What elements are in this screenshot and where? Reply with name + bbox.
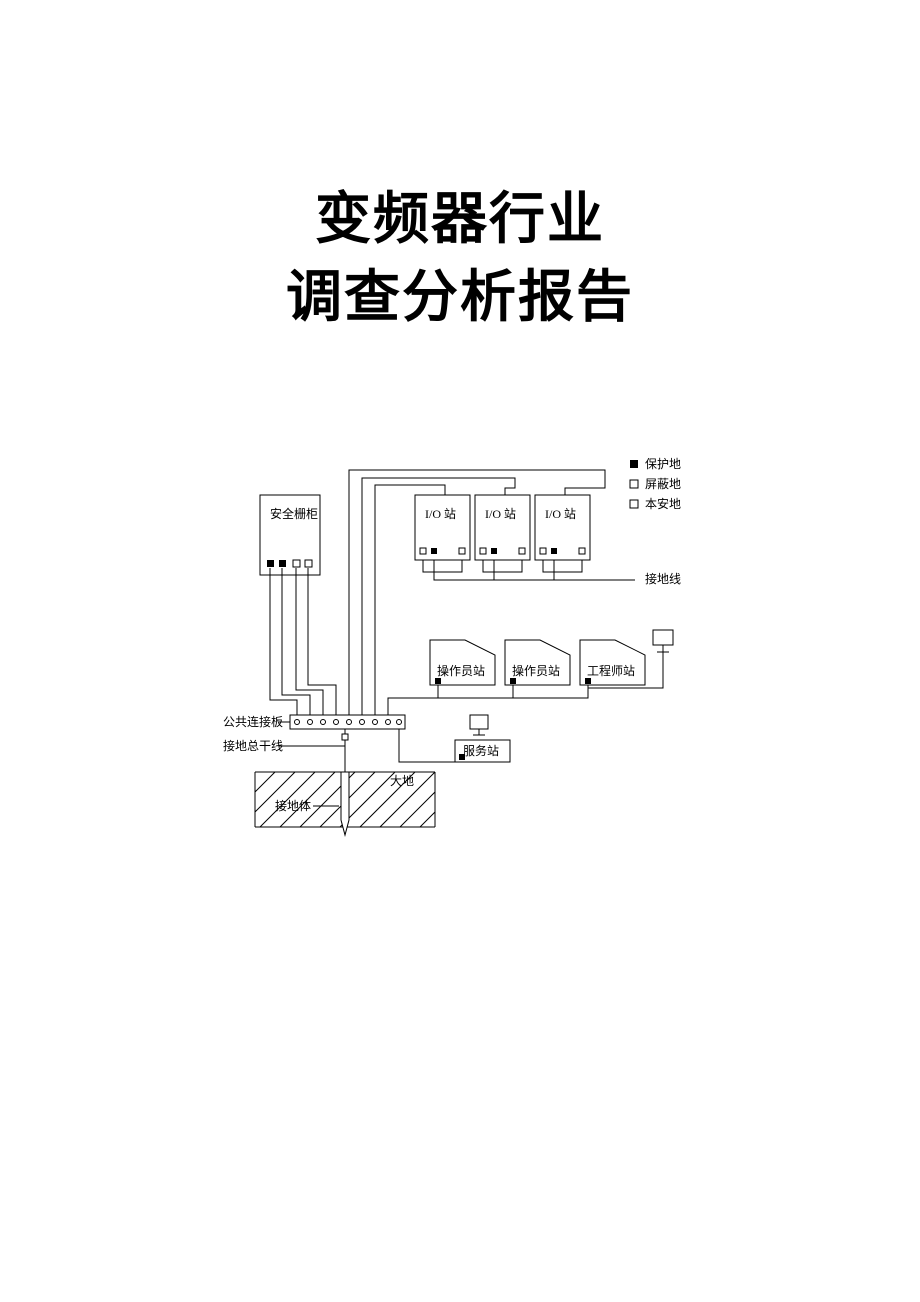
- legend-marker-empty-2: [630, 500, 638, 508]
- title-line-2: 调查分析报告: [0, 258, 920, 336]
- io-1-label: I/O 站: [425, 507, 456, 521]
- server-to-bus: [399, 729, 462, 762]
- ground-electrode-label: 接地体: [275, 798, 311, 813]
- engineer-station: 工程师站: [580, 630, 673, 688]
- io-station-2: I/O 站: [475, 495, 530, 560]
- legend-marker-empty-1: [630, 480, 638, 488]
- diagram-svg: 保护地 屏蔽地 本安地 安全栅柜 I/O 站 I/O 站 I/O 站: [215, 440, 705, 860]
- server-label: 服务站: [463, 743, 499, 758]
- eng-label: 工程师站: [587, 663, 635, 678]
- bus-bar-label: 公共连接板: [223, 714, 283, 729]
- ground-line: 接地线: [423, 560, 681, 586]
- safety-cabinet-label: 安全栅柜: [270, 506, 318, 521]
- op-link-1: [438, 685, 513, 698]
- operator-station-1: 操作员站: [430, 640, 495, 685]
- legend-label-1: 保护地: [645, 457, 681, 471]
- station-to-bus: [388, 698, 438, 715]
- io-station-3: I/O 站: [535, 495, 590, 560]
- ground-trunk-label: 接地总干线: [223, 738, 283, 753]
- title-line-1: 变频器行业: [0, 180, 920, 258]
- ground-line-label: 接地线: [645, 571, 681, 586]
- cabinet-wires: [270, 568, 336, 715]
- op-link-2: [513, 685, 588, 698]
- op2-label: 操作员站: [512, 663, 560, 678]
- document-title: 变频器行业 调查分析报告: [0, 180, 920, 337]
- legend-marker-filled: [630, 460, 638, 468]
- io-3-label: I/O 站: [545, 507, 576, 521]
- op1-label: 操作员站: [437, 663, 485, 678]
- bus-bar: 公共连接板: [223, 714, 405, 729]
- grounding-diagram: 保护地 屏蔽地 本安地 安全栅柜 I/O 站 I/O 站 I/O 站: [215, 440, 705, 860]
- legend-label-2: 屏蔽地: [645, 477, 681, 491]
- operator-station-2: 操作员站: [505, 640, 570, 685]
- server-station: 服务站: [455, 715, 510, 762]
- io-2-label: I/O 站: [485, 507, 516, 521]
- io-station-1: I/O 站: [415, 495, 470, 560]
- legend-label-3: 本安地: [645, 496, 681, 511]
- legend: 保护地 屏蔽地 本安地: [630, 457, 681, 511]
- safety-cabinet: 安全栅柜: [260, 495, 320, 575]
